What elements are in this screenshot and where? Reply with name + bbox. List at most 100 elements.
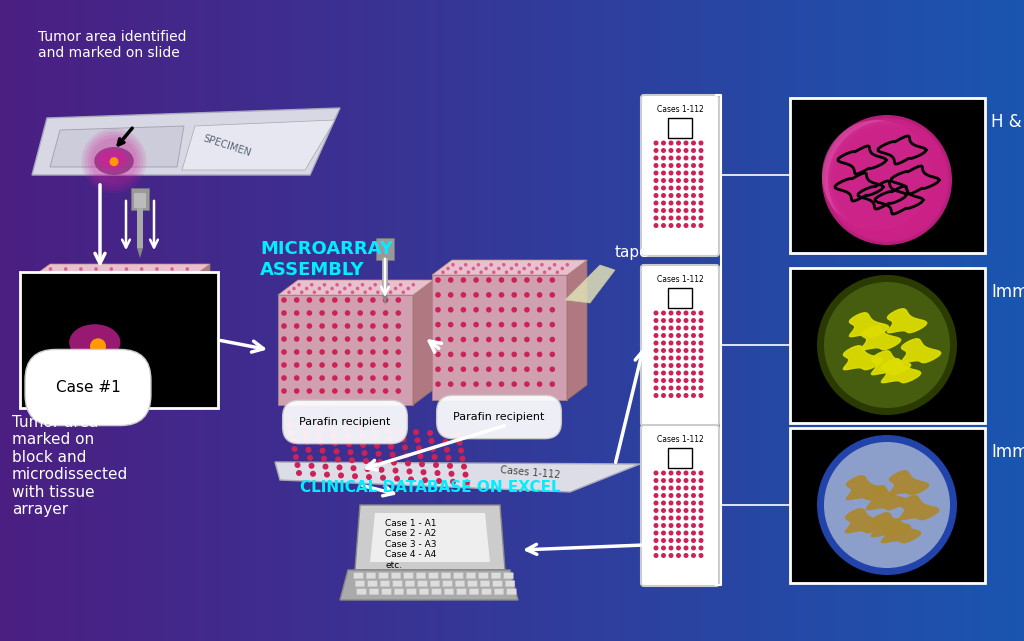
Bar [538, 0, 546, 641]
Circle shape [662, 318, 666, 323]
Circle shape [140, 267, 143, 271]
Text: H & E Histology: H & E Histology [991, 113, 1024, 131]
Circle shape [676, 178, 681, 183]
Circle shape [312, 290, 316, 294]
FancyBboxPatch shape [641, 265, 719, 426]
Circle shape [306, 297, 312, 303]
Circle shape [153, 311, 159, 316]
Circle shape [379, 467, 384, 473]
Circle shape [403, 453, 410, 458]
Circle shape [822, 120, 932, 230]
Bar [410, 0, 418, 641]
Circle shape [653, 515, 658, 520]
Text: Immunocytochemical: Immunocytochemical [991, 443, 1024, 461]
Circle shape [524, 367, 529, 372]
Circle shape [282, 375, 287, 381]
Circle shape [662, 348, 666, 353]
Circle shape [345, 310, 350, 316]
Circle shape [282, 297, 287, 303]
Circle shape [537, 367, 543, 372]
Bar [435, 0, 443, 641]
Circle shape [683, 493, 688, 498]
Circle shape [698, 185, 703, 190]
Circle shape [698, 140, 703, 146]
Circle shape [698, 208, 703, 213]
Circle shape [459, 267, 463, 271]
Circle shape [691, 523, 696, 528]
Circle shape [31, 296, 37, 302]
Circle shape [108, 368, 113, 373]
FancyBboxPatch shape [379, 572, 388, 579]
Circle shape [683, 515, 688, 520]
Bar [837, 0, 845, 641]
Circle shape [413, 429, 419, 435]
Circle shape [653, 523, 658, 528]
Polygon shape [355, 505, 505, 570]
Polygon shape [28, 280, 188, 400]
Circle shape [331, 433, 337, 438]
Circle shape [698, 340, 703, 345]
Circle shape [294, 297, 299, 303]
Circle shape [537, 351, 543, 357]
Bar [325, 0, 333, 641]
Circle shape [56, 303, 139, 387]
Bar [43, 0, 51, 641]
Circle shape [683, 223, 688, 228]
Bar [776, 0, 785, 641]
Circle shape [316, 431, 323, 438]
Circle shape [662, 508, 666, 513]
Circle shape [447, 307, 454, 313]
Circle shape [550, 292, 555, 297]
Circle shape [294, 375, 299, 381]
Polygon shape [382, 258, 388, 295]
Bar [17, 0, 26, 641]
Circle shape [524, 351, 529, 357]
FancyBboxPatch shape [492, 572, 501, 579]
Circle shape [824, 442, 950, 568]
FancyBboxPatch shape [493, 581, 503, 587]
Circle shape [653, 318, 658, 323]
Bar [145, 0, 154, 641]
Circle shape [383, 388, 388, 394]
Circle shape [698, 333, 703, 338]
Circle shape [676, 163, 681, 168]
Circle shape [662, 478, 666, 483]
Circle shape [394, 476, 400, 481]
Circle shape [683, 148, 688, 153]
Circle shape [168, 339, 174, 345]
Circle shape [691, 326, 696, 331]
Circle shape [357, 375, 362, 381]
Circle shape [337, 464, 342, 470]
Circle shape [282, 336, 287, 342]
Ellipse shape [62, 319, 133, 371]
Bar [870, 0, 879, 641]
Polygon shape [134, 193, 146, 208]
Circle shape [683, 553, 688, 558]
Circle shape [323, 283, 327, 287]
Bar [990, 0, 998, 641]
Polygon shape [432, 275, 567, 400]
Circle shape [108, 339, 113, 345]
Circle shape [653, 478, 658, 483]
Circle shape [338, 290, 342, 294]
Circle shape [74, 271, 77, 275]
Bar [699, 0, 709, 641]
Circle shape [294, 388, 299, 394]
Circle shape [653, 333, 658, 338]
Circle shape [467, 271, 470, 274]
Circle shape [461, 367, 466, 372]
Circle shape [428, 438, 434, 444]
Circle shape [676, 553, 681, 558]
Circle shape [691, 310, 696, 315]
Circle shape [683, 501, 688, 506]
Circle shape [653, 163, 658, 168]
Circle shape [77, 296, 82, 302]
Circle shape [137, 325, 143, 331]
Bar [657, 0, 666, 641]
Bar [904, 0, 913, 641]
Circle shape [691, 501, 696, 506]
Circle shape [435, 292, 440, 297]
Circle shape [676, 156, 681, 160]
Circle shape [185, 267, 189, 271]
Circle shape [398, 283, 402, 287]
